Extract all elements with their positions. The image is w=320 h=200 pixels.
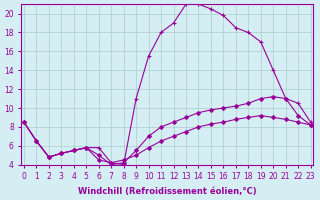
X-axis label: Windchill (Refroidissement éolien,°C): Windchill (Refroidissement éolien,°C) [78, 187, 257, 196]
